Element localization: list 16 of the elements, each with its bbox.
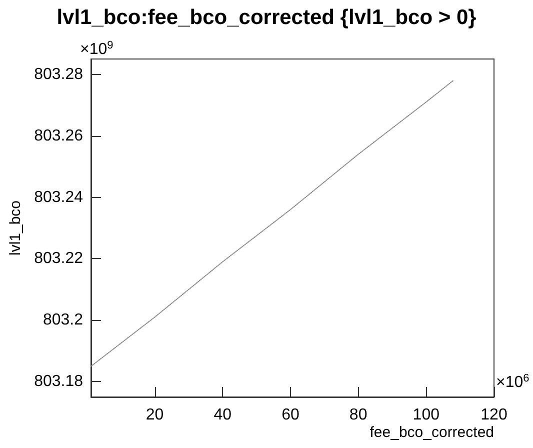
x-tick-label: 20	[146, 406, 164, 424]
y-axis-title: lvl1_bco	[7, 200, 24, 256]
line-series	[90, 80, 454, 367]
y-tick-label: 803.2	[42, 312, 84, 329]
y-tick-label: 803.18	[34, 373, 84, 390]
chart-title: lvl1_bco:fee_bco_corrected {lvl1_bco > 0}	[56, 6, 476, 29]
y-tick-label: 803.22	[34, 250, 84, 268]
y-tick-label: 803.24	[34, 188, 84, 206]
x-tick-label: 60	[282, 406, 300, 424]
x-axis-title: fee_bco_corrected	[370, 424, 494, 441]
x-tick-label: 100	[412, 406, 440, 424]
x-tick-label: 40	[214, 406, 232, 424]
y-tick-label: 803.28	[34, 66, 84, 83]
x-tick-label: 80	[349, 406, 368, 424]
y-tick-label: 803.26	[34, 127, 84, 144]
x-tick-label: 120	[480, 406, 508, 424]
